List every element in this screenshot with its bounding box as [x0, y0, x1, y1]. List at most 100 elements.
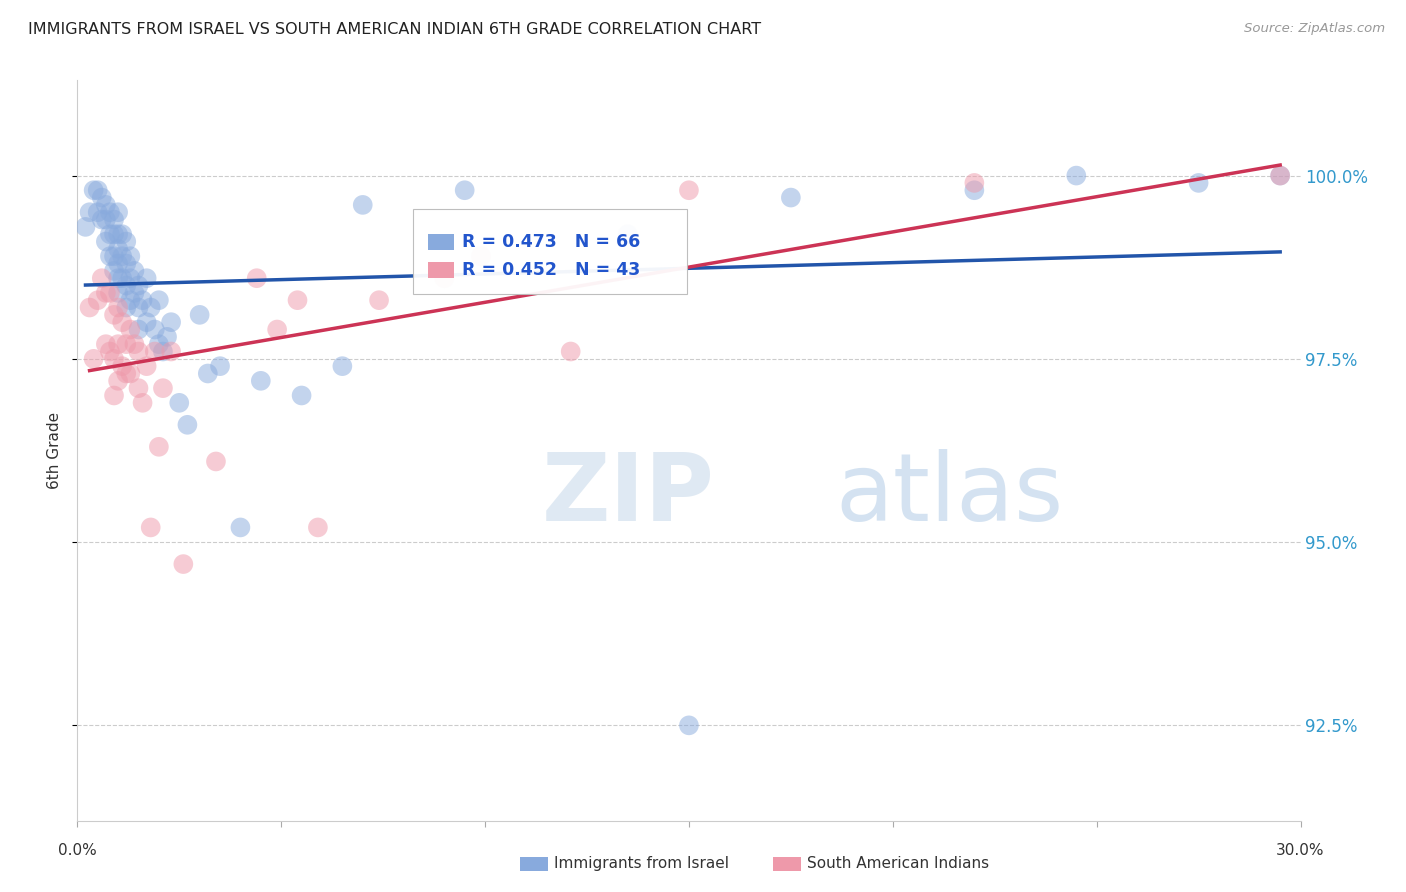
Point: [90, 271, 112, 285]
Point: [139, 520, 162, 534]
Point: [246, 271, 269, 285]
Point: [103, 264, 125, 278]
Point: [120, 293, 142, 308]
Point: [75, 219, 97, 234]
Point: [115, 235, 138, 249]
Text: R = 0.452   N = 43: R = 0.452 N = 43: [463, 260, 640, 278]
Point: [963, 183, 986, 197]
Point: [120, 322, 142, 336]
Point: [470, 249, 492, 263]
Point: [143, 344, 166, 359]
Point: [291, 388, 314, 402]
Point: [287, 293, 309, 308]
Point: [103, 212, 125, 227]
Point: [87, 205, 110, 219]
Point: [139, 301, 162, 315]
Point: [1270, 169, 1292, 183]
Point: [103, 249, 125, 263]
Point: [111, 249, 134, 263]
Point: [94, 212, 117, 227]
Point: [148, 337, 170, 351]
Point: [103, 388, 125, 402]
Point: [94, 337, 117, 351]
Point: [131, 293, 153, 308]
Point: [103, 227, 125, 242]
Point: [111, 227, 134, 242]
Point: [352, 198, 374, 212]
Point: [172, 557, 194, 571]
Point: [152, 381, 174, 395]
Point: [433, 271, 456, 285]
Point: [617, 227, 640, 242]
Point: [1066, 169, 1088, 183]
Point: [124, 337, 146, 351]
Point: [169, 396, 191, 410]
Point: [94, 235, 117, 249]
Text: Immigrants from Israel: Immigrants from Israel: [554, 856, 728, 871]
Point: [197, 367, 219, 381]
Point: [111, 315, 134, 329]
Point: [560, 344, 582, 359]
Point: [107, 337, 129, 351]
Point: [79, 205, 101, 219]
Point: [107, 301, 129, 315]
Point: [120, 249, 142, 263]
Point: [103, 308, 125, 322]
Point: [107, 271, 129, 285]
Text: atlas: atlas: [835, 449, 1064, 541]
Point: [135, 359, 157, 373]
Point: [678, 183, 700, 197]
Text: ZIP: ZIP: [543, 449, 716, 541]
Point: [111, 359, 134, 373]
Point: [128, 381, 150, 395]
Point: [250, 374, 273, 388]
Text: Source: ZipAtlas.com: Source: ZipAtlas.com: [1244, 22, 1385, 36]
Point: [454, 183, 477, 197]
Point: [135, 271, 157, 285]
Point: [115, 301, 138, 315]
Point: [107, 374, 129, 388]
Point: [115, 337, 138, 351]
Point: [87, 183, 110, 197]
Point: [98, 227, 121, 242]
Point: [332, 359, 354, 373]
Point: [148, 440, 170, 454]
Point: [94, 198, 117, 212]
Point: [107, 285, 129, 300]
Point: [368, 293, 391, 308]
Point: [678, 718, 700, 732]
Point: [160, 315, 183, 329]
Point: [83, 351, 105, 366]
Point: [307, 520, 329, 534]
Point: [115, 278, 138, 293]
Y-axis label: 6th Grade: 6th Grade: [46, 412, 62, 489]
Text: 30.0%: 30.0%: [1277, 843, 1324, 858]
Point: [98, 344, 121, 359]
Point: [205, 454, 228, 468]
Point: [107, 242, 129, 256]
Point: [135, 315, 157, 329]
Point: [266, 322, 288, 336]
Point: [87, 293, 110, 308]
Point: [131, 396, 153, 410]
Text: 0.0%: 0.0%: [58, 843, 97, 858]
Point: [79, 301, 101, 315]
Point: [128, 278, 150, 293]
Point: [103, 351, 125, 366]
Point: [98, 249, 121, 263]
Point: [209, 359, 232, 373]
Point: [128, 322, 150, 336]
Point: [780, 190, 803, 204]
Point: [156, 330, 179, 344]
Point: [963, 176, 986, 190]
Point: [115, 367, 138, 381]
Point: [124, 264, 146, 278]
Point: [98, 205, 121, 219]
Point: [83, 183, 105, 197]
Point: [107, 227, 129, 242]
Point: [128, 301, 150, 315]
Point: [107, 205, 129, 219]
Text: IMMIGRANTS FROM ISRAEL VS SOUTH AMERICAN INDIAN 6TH GRADE CORRELATION CHART: IMMIGRANTS FROM ISRAEL VS SOUTH AMERICAN…: [28, 22, 761, 37]
Point: [128, 344, 150, 359]
Text: R = 0.473   N = 66: R = 0.473 N = 66: [463, 233, 640, 251]
